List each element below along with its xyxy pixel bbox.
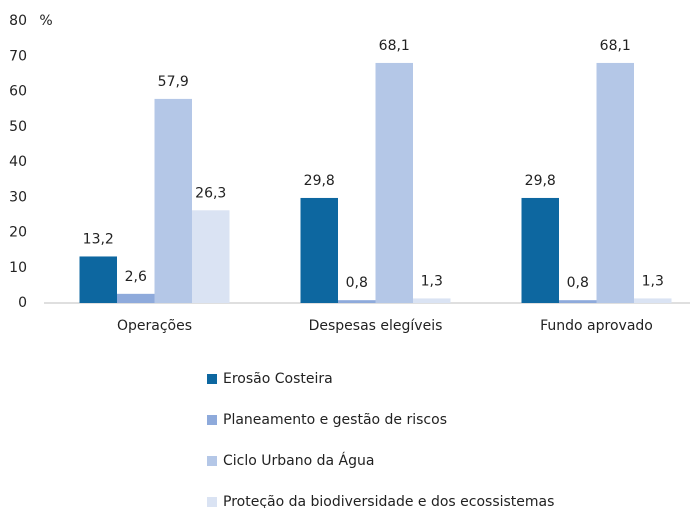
value-label: 68,1 xyxy=(600,38,631,54)
y-tick-label: 20 xyxy=(9,225,27,241)
legend-swatch xyxy=(207,374,217,384)
bar xyxy=(559,300,597,303)
value-label: 2,6 xyxy=(125,269,147,285)
value-label: 26,3 xyxy=(195,185,226,201)
y-tick-label: 40 xyxy=(9,154,27,170)
bar xyxy=(375,62,413,304)
bar xyxy=(338,300,376,303)
x-tick-label: Despesas elegíveis xyxy=(309,318,443,334)
y-tick-label: 50 xyxy=(9,119,27,135)
value-label: 13,2 xyxy=(83,231,114,247)
bar xyxy=(117,293,155,303)
bar xyxy=(192,210,230,303)
legend-swatch xyxy=(207,497,217,507)
bar xyxy=(596,62,634,304)
y-tick-label: 80 xyxy=(9,13,27,29)
x-tick-label: Operações xyxy=(117,318,192,334)
y-tick-label: 30 xyxy=(9,189,27,205)
bar xyxy=(413,298,451,303)
legend-label: Planeamento e gestão de riscos xyxy=(223,412,447,428)
legend-label: Proteção da biodiversidade e dos ecossis… xyxy=(223,494,554,508)
bar xyxy=(521,197,559,303)
y-unit: % xyxy=(39,13,52,29)
value-label: 68,1 xyxy=(379,38,410,54)
bar xyxy=(154,98,192,303)
value-label: 0,8 xyxy=(346,275,368,291)
value-label: 29,8 xyxy=(525,173,556,189)
value-label: 0,8 xyxy=(567,275,589,291)
y-tick-label: 60 xyxy=(9,84,27,100)
y-tick-label: 70 xyxy=(9,48,27,64)
value-label: 57,9 xyxy=(158,74,189,90)
bar xyxy=(79,256,117,303)
x-tick-label: Fundo aprovado xyxy=(540,318,653,334)
value-label: 1,3 xyxy=(421,273,443,289)
y-tick-label: 10 xyxy=(9,260,27,276)
legend-label: Ciclo Urbano da Água xyxy=(223,452,374,469)
bar xyxy=(300,197,338,303)
legend-swatch xyxy=(207,415,217,425)
legend-swatch xyxy=(207,456,217,466)
value-label: 29,8 xyxy=(304,173,335,189)
bar xyxy=(634,298,672,303)
y-tick-label: 0 xyxy=(18,295,27,311)
value-label: 1,3 xyxy=(642,273,664,289)
legend-label: Erosão Costeira xyxy=(223,371,333,387)
